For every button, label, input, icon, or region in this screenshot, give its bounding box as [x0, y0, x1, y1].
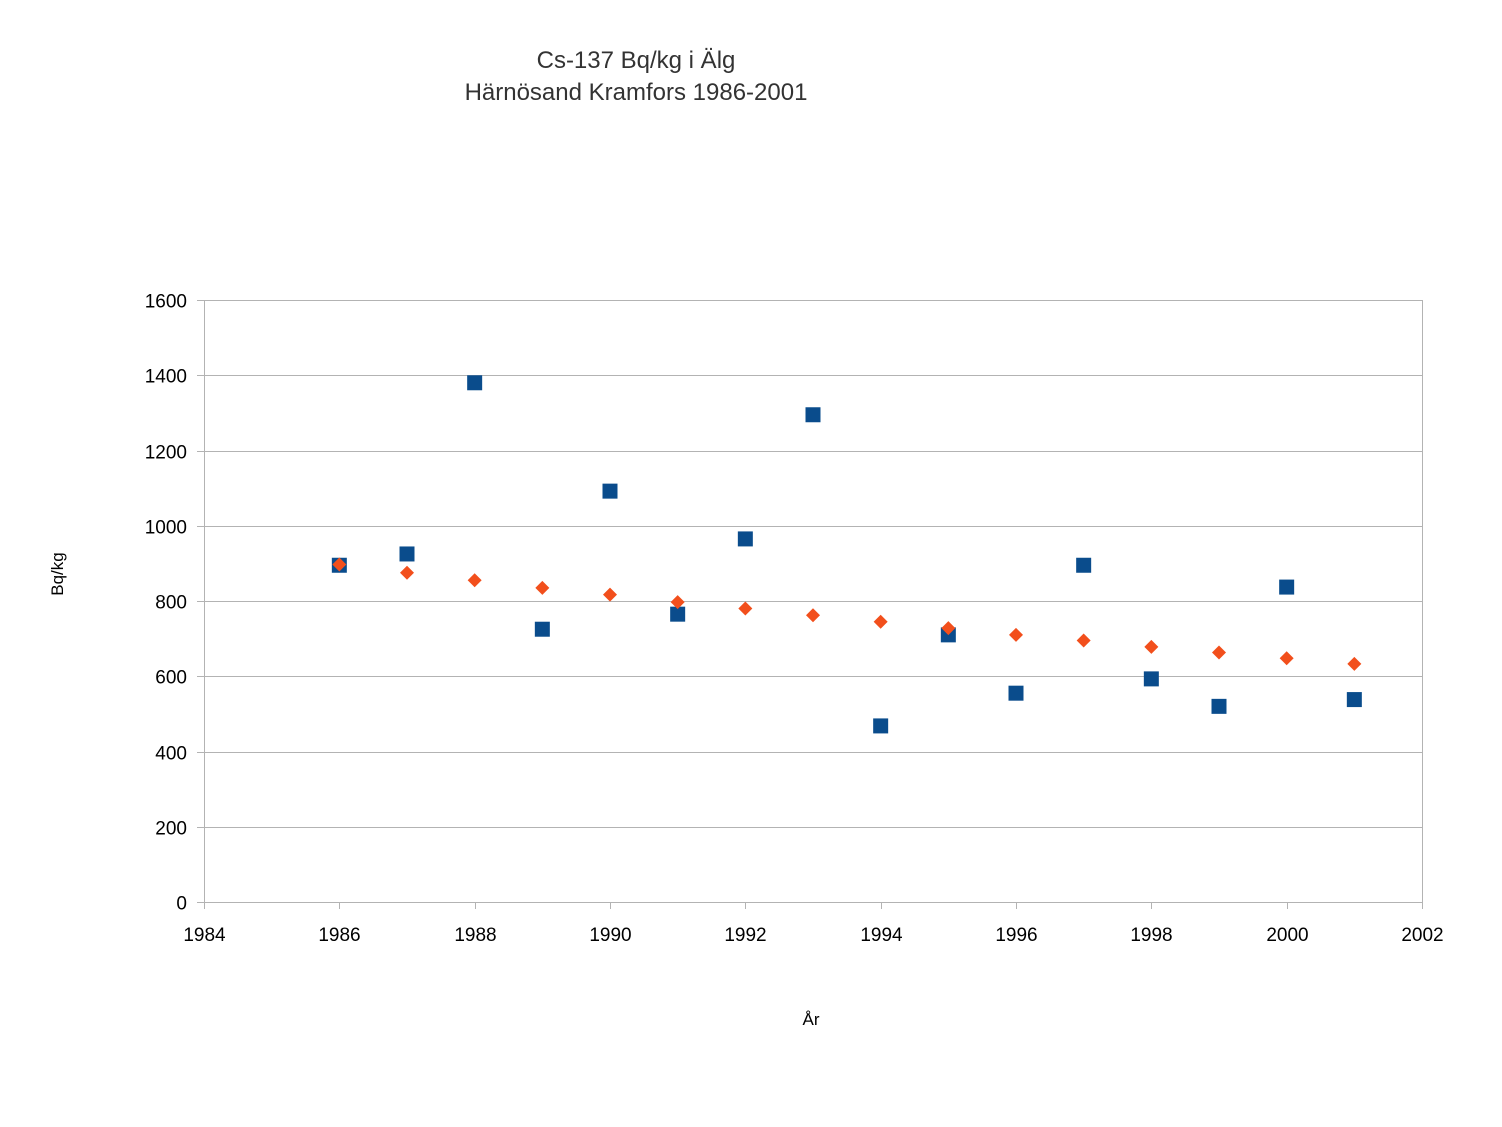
square-point — [737, 531, 753, 547]
diamond-point — [1279, 651, 1294, 666]
x-tick-label: 1996 — [995, 925, 1037, 946]
square-point — [670, 606, 686, 622]
tick-labels: 0 200 400 600 800 1000 1200 1400 1600 1984 1986 198… — [145, 292, 1444, 947]
y-tick-label: 800 — [155, 593, 187, 614]
y-axis-label: Bq/kg — [48, 552, 67, 595]
square-point — [1008, 685, 1024, 701]
x-tick-label: 1992 — [724, 925, 766, 946]
x-tick-label: 2002 — [1401, 925, 1443, 946]
plot-area-border — [204, 300, 1423, 903]
diamond-point — [806, 608, 820, 623]
y-tick-label: 200 — [155, 819, 187, 840]
square-point — [1211, 698, 1227, 714]
y-tick-label: 1400 — [145, 367, 187, 388]
square-point — [399, 546, 415, 562]
diamond-point — [467, 573, 482, 588]
diamond-point — [1347, 656, 1362, 671]
square-point — [602, 483, 618, 499]
x-tick-label: 2000 — [1266, 925, 1308, 946]
y-tick-label: 1200 — [145, 443, 187, 464]
diamond-point — [400, 565, 414, 580]
chart-title: Cs-137 Bq/kg i Älg — [537, 47, 736, 74]
y-tick-label: 1000 — [145, 518, 187, 539]
diamond-point — [1009, 627, 1023, 642]
x-tick-label: 1988 — [454, 925, 496, 946]
y-tick-label: 1600 — [145, 292, 187, 313]
x-tick-label: 1990 — [589, 925, 631, 946]
diamond-point — [1076, 633, 1091, 648]
series-2 — [332, 557, 1362, 671]
x-tick-label: 1984 — [183, 925, 226, 946]
series-1 — [331, 375, 1362, 734]
square-point — [1076, 557, 1092, 573]
gridlines — [204, 300, 1422, 828]
x-axis-label: År — [803, 1010, 820, 1029]
axes — [197, 300, 1423, 909]
square-point — [873, 718, 889, 734]
diamond-point — [1144, 639, 1159, 654]
diamond-point — [535, 580, 550, 595]
chart-subtitle: Härnösand Kramfors 1986-2001 — [465, 79, 808, 106]
diamond-point — [603, 587, 617, 602]
square-point — [1279, 579, 1295, 595]
diamond-point — [941, 621, 956, 636]
square-point — [534, 621, 550, 637]
x-tick-label: 1994 — [860, 925, 903, 946]
x-tick-label: 1998 — [1130, 925, 1172, 946]
diamond-point — [873, 614, 888, 629]
x-tick-label: 1986 — [318, 925, 360, 946]
data-series — [331, 375, 1362, 734]
y-tick-label: 600 — [155, 668, 187, 689]
y-tick-label: 0 — [176, 894, 187, 915]
square-point — [1143, 671, 1159, 687]
y-tick-label: 400 — [155, 744, 187, 765]
diamond-point — [670, 595, 685, 610]
diamond-point — [332, 557, 347, 572]
diamond-point — [1212, 645, 1226, 660]
square-point — [805, 407, 821, 423]
square-point — [467, 375, 483, 391]
square-point — [1346, 692, 1362, 708]
diamond-point — [738, 601, 753, 616]
